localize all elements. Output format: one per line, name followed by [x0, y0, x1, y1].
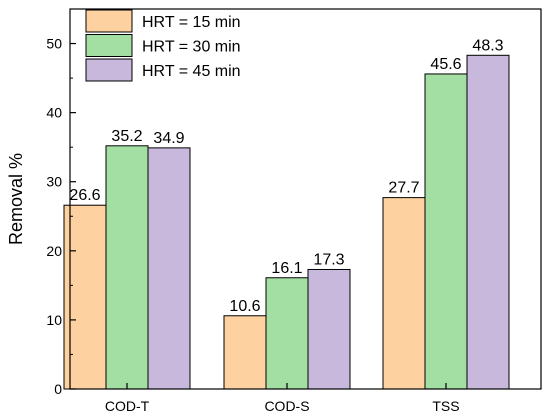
bars-group: [63, 54, 510, 390]
x-tick-label: COD-T: [105, 398, 150, 414]
y-tick-label: 0: [54, 381, 62, 397]
y-tick-label: 10: [46, 312, 62, 328]
legend-label: HRT = 45 min: [142, 63, 241, 80]
bar-cod-s-series-1: [223, 315, 267, 390]
x-tick-label: TSS: [432, 398, 459, 414]
plot-frame: [69, 8, 542, 390]
bar-tss-series-3: [466, 54, 510, 390]
x-axis-ticks: COD-T COD-S TSS: [105, 383, 460, 414]
legend-label: HRT = 30 min: [142, 39, 241, 56]
y-axis-title: Removal %: [6, 153, 26, 245]
y-tick-label: 40: [46, 105, 62, 121]
bar-tss-series-2: [424, 73, 468, 390]
bar-cod-s-series-2: [265, 277, 309, 390]
legend-swatch: [85, 58, 133, 82]
data-labels-group: 26.6 35.2 34.9 10.6 16.1 17.3 27.7 45.6 48.3: [69, 37, 503, 314]
legend-label: HRT = 15 min: [142, 14, 241, 31]
data-label: 17.3: [313, 251, 344, 268]
y-tick-label: 30: [46, 174, 62, 190]
data-label: 10.6: [229, 298, 260, 315]
legend-swatch: [85, 9, 133, 33]
data-label: 34.9: [153, 130, 184, 147]
x-tick-label: COD-S: [264, 398, 309, 414]
bar-tss-series-1: [382, 197, 426, 390]
bar-cod-t-series-3: [147, 147, 191, 390]
y-axis-ticks: 0 10 20 30 40 50: [46, 36, 76, 397]
legend-swatch: [85, 34, 133, 57]
data-label: 27.7: [388, 180, 419, 197]
data-label: 26.6: [69, 187, 100, 204]
y-tick-label: 50: [46, 36, 62, 52]
data-label: 45.6: [430, 56, 461, 73]
y-tick-label: 20: [46, 243, 62, 259]
bar-cod-t-series-1: [63, 204, 107, 390]
legend: HRT = 15 min HRT = 30 min HRT = 45 min: [85, 9, 241, 82]
data-label: 16.1: [271, 260, 302, 277]
bar-cod-s-series-3: [307, 268, 351, 390]
bar-cod-t-series-2: [105, 145, 149, 390]
data-label: 48.3: [472, 37, 503, 54]
data-label: 35.2: [111, 128, 142, 145]
